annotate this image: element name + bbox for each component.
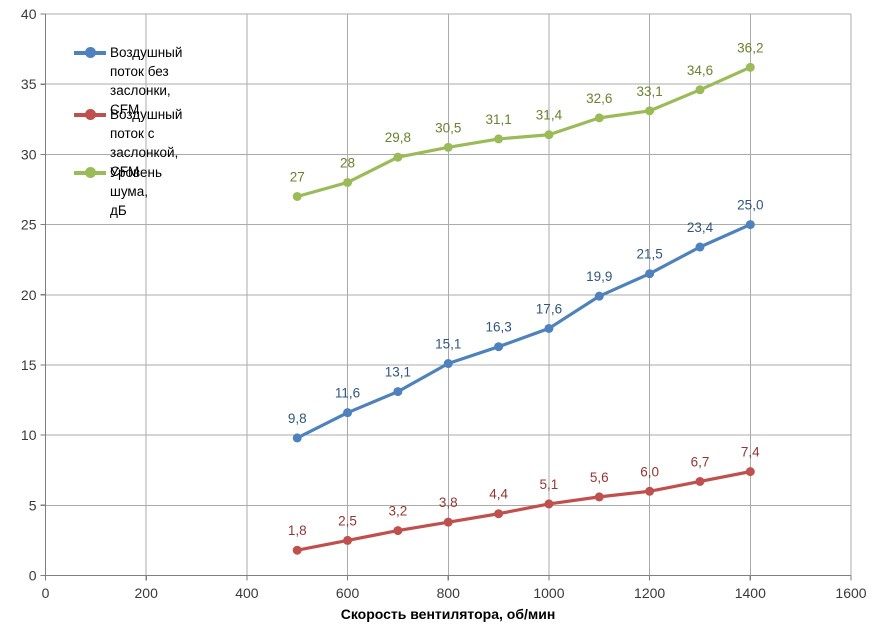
data-point-label: 28 [340,155,355,170]
data-point-marker [544,323,554,333]
data-point-label: 31,4 [536,108,563,123]
data-point-marker [745,62,755,72]
data-point-marker [695,85,705,95]
data-point-label: 13,1 [385,365,411,380]
data-point-label: 2,5 [338,513,357,528]
x-tick-label: 1600 [835,585,866,601]
data-point-marker [494,342,504,352]
data-point-marker [393,526,403,536]
data-point-marker [594,291,604,301]
data-point-label: 33,1 [636,84,662,99]
data-point-marker [544,130,554,140]
x-tick-label: 1400 [735,585,766,601]
data-point-label: 17,6 [536,301,562,316]
data-point-marker [695,476,705,486]
data-point-label: 5,1 [540,477,559,492]
legend-label: Воздушный поток без заслонки, CFM [110,45,183,117]
legend-swatch-noise-level [74,163,106,182]
data-point-marker [645,106,655,116]
series-line-2 [295,65,752,199]
data-point-marker [494,509,504,519]
data-point-label: 15,1 [435,337,461,352]
legend-label: Уровень шума, дБ [110,165,163,218]
data-point-label: 1,8 [288,523,307,538]
data-point-label: 9,8 [288,411,307,426]
legend-marker-icon [85,47,96,58]
legend-swatch-airflow-no-damper [74,43,106,62]
data-point-marker [745,467,755,477]
data-point-marker [443,142,453,152]
series-line-0 [295,222,752,440]
data-point-label: 30,5 [435,120,461,135]
data-point-marker [292,433,302,443]
data-point-label: 32,6 [586,91,612,106]
data-point-label: 19,9 [586,269,612,284]
data-point-marker [745,220,755,230]
y-tick-label: 5 [29,497,37,513]
legend-item-airflow-with-damper: Воздушный поток с заслонкой, CFM [74,105,182,181]
data-point-label: 4,4 [489,487,508,502]
x-tick-label: 200 [135,585,159,601]
legend-item-airflow-no-damper: Воздушный поток без заслонки, CFM [74,43,182,119]
data-point-marker [645,269,655,279]
x-tick-label: 1200 [634,585,665,601]
legend-marker-icon [85,109,96,120]
y-tick-label: 40 [21,6,37,22]
x-tick-label: 0 [42,585,50,601]
legend-item-noise-level: Уровень шума, дБ [74,163,162,220]
data-point-marker [393,387,403,397]
x-tick-label: 1000 [533,585,564,601]
data-point-label: 21,5 [636,247,662,262]
data-point-marker [343,177,353,187]
y-tick-label: 35 [21,76,37,92]
data-point-marker [343,535,353,545]
data-point-marker [695,242,705,252]
legend-label: Воздушный поток с заслонкой, CFM [110,107,183,179]
data-point-marker [544,499,554,509]
data-point-label: 6,7 [691,454,710,469]
y-tick-label: 15 [21,357,37,373]
data-point-marker [292,191,302,201]
data-point-label: 3,8 [439,495,458,510]
data-point-label: 25,0 [737,198,763,213]
data-point-label: 27 [290,169,305,184]
y-tick-label: 25 [21,217,37,233]
x-tick-label: 400 [235,585,259,601]
y-tick-label: 10 [21,427,37,443]
legend-swatch-airflow-with-damper [74,105,106,124]
data-point-marker [645,486,655,496]
data-point-marker [594,492,604,502]
data-point-label: 5,6 [590,470,609,485]
y-tick-label: 0 [29,568,37,584]
data-point-label: 6,0 [640,464,659,479]
data-point-marker [443,359,453,369]
y-tick-label: 30 [21,146,37,162]
data-point-marker [343,408,353,418]
x-tick-label: 800 [437,585,461,601]
data-point-label: 3,2 [389,504,408,519]
x-axis-title: Скорость вентилятора, об/мин [340,606,556,622]
series-line-1 [295,470,752,552]
x-tick-label: 600 [336,585,360,601]
data-point-marker [292,545,302,555]
data-point-marker [594,113,604,123]
data-point-label: 23,4 [687,220,714,235]
y-tick-label: 20 [21,287,37,303]
data-point-marker [393,152,403,162]
data-point-label: 34,6 [687,63,713,78]
data-point-label: 29,8 [385,130,411,145]
data-point-label: 36,2 [737,40,763,55]
data-point-marker [494,134,504,144]
data-point-label: 16,3 [485,320,511,335]
data-point-label: 7,4 [741,445,760,460]
data-point-label: 31,1 [485,112,511,127]
data-point-marker [443,517,453,527]
data-point-label: 11,6 [335,386,360,401]
legend-marker-icon [85,167,96,178]
